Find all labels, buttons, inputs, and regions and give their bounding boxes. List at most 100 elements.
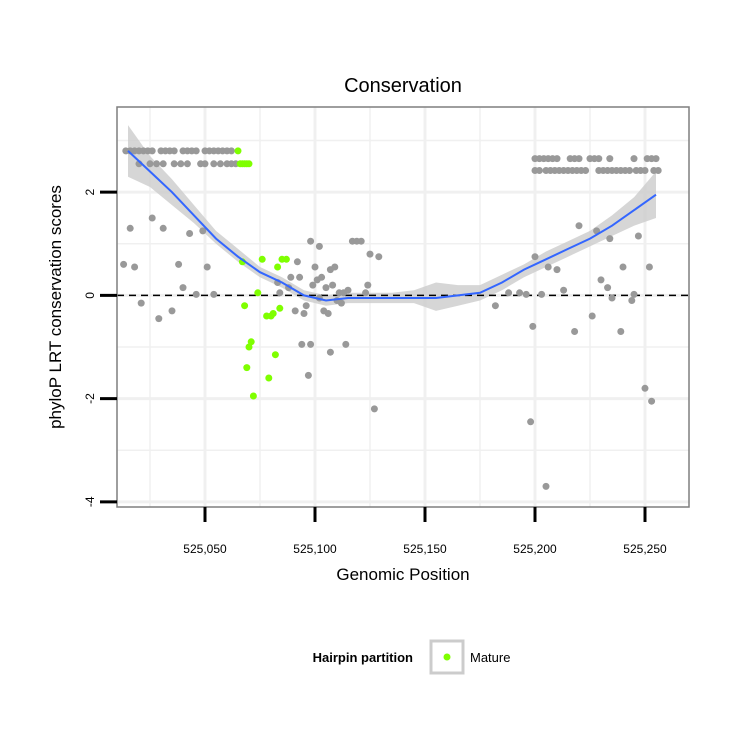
other-point (575, 222, 583, 230)
other-point (606, 155, 614, 163)
other-point (362, 289, 370, 297)
other-point (370, 405, 378, 413)
other-point (126, 224, 134, 232)
x-tick-label: 525,150 (403, 542, 447, 556)
other-point (318, 273, 326, 281)
other-point (342, 340, 350, 348)
other-point (529, 322, 537, 330)
other-point (654, 167, 662, 174)
x-tick-label: 525,200 (513, 542, 557, 556)
smooth-line-path (127, 150, 657, 302)
other-point (648, 397, 656, 405)
legend-label-mature: Mature (470, 650, 510, 665)
mature-point (249, 392, 257, 400)
other-point (617, 328, 625, 335)
other-point (619, 263, 627, 271)
other-point (307, 340, 315, 348)
other-point (300, 310, 308, 317)
x-axis-title: Genomic Position (336, 565, 469, 584)
other-point (560, 286, 568, 294)
other-point (293, 258, 301, 266)
mature-point (258, 255, 266, 263)
other-point (210, 160, 218, 168)
other-point (357, 237, 365, 245)
other-point (170, 147, 178, 155)
other-point (337, 299, 345, 307)
plot-panel (117, 107, 689, 507)
other-point (315, 242, 323, 250)
other-point (522, 290, 530, 298)
y-tick-label: 2 (83, 189, 97, 196)
other-point (544, 263, 552, 271)
other-point (183, 160, 191, 168)
other-point (155, 315, 163, 323)
other-point (298, 340, 306, 348)
legend-point-mature (443, 653, 451, 661)
other-point (527, 418, 535, 426)
other-point (542, 482, 550, 490)
confidence-band-area (128, 125, 656, 311)
other-point (148, 147, 156, 155)
other-point (146, 160, 154, 168)
mature-point (271, 351, 279, 359)
panel-border (116, 106, 690, 508)
other-point (309, 281, 317, 289)
other-point (597, 276, 605, 284)
other-point (375, 253, 383, 261)
other-point (192, 147, 200, 155)
other-point (192, 290, 200, 298)
mature-point (241, 302, 249, 310)
mature-point (245, 160, 253, 168)
other-point (538, 290, 546, 298)
other-point (641, 384, 649, 392)
other-point (311, 263, 319, 271)
other-point (199, 227, 207, 235)
other-point (120, 260, 128, 268)
other-point (186, 230, 194, 237)
y-tick-label: -4 (83, 496, 97, 507)
loess-smooth-line (127, 150, 657, 302)
x-tick-label: 525,050 (183, 542, 227, 556)
mature-point (274, 263, 282, 271)
other-point (505, 289, 513, 297)
other-point (366, 250, 374, 258)
x-tick-label: 525,100 (293, 542, 337, 556)
other-point (331, 263, 339, 271)
chart-title: Conservation (344, 75, 462, 97)
other-point (227, 147, 235, 155)
other-point (329, 281, 337, 289)
other-point (364, 281, 372, 289)
other-point (595, 155, 603, 163)
other-point (179, 284, 187, 292)
other-point (630, 290, 638, 298)
other-point (291, 307, 299, 315)
mature-point (276, 304, 284, 312)
other-point (287, 273, 295, 281)
other-point (159, 160, 167, 168)
legend-key-mature (429, 639, 465, 675)
mature-point (269, 310, 277, 317)
other-point (322, 284, 330, 292)
other-point (210, 290, 218, 298)
mature-point (254, 289, 262, 297)
other-point (634, 232, 642, 240)
other-point (588, 312, 596, 320)
other-point (168, 307, 176, 315)
other-point (575, 155, 583, 163)
x-tick-label: 525,250 (623, 542, 667, 556)
gridlines (117, 107, 689, 507)
other-point (324, 310, 332, 317)
mature-point (265, 374, 273, 382)
other-point (131, 263, 139, 271)
other-point (307, 237, 315, 245)
other-point (302, 302, 310, 310)
x-axis: 525,050 525,100 525,150 525,200 525,250 (183, 507, 667, 556)
other-point (159, 224, 167, 232)
other-point (531, 253, 539, 261)
other-point (626, 167, 634, 174)
other-point (344, 286, 352, 294)
y-tick-label: -2 (83, 393, 97, 404)
other-point (604, 284, 612, 292)
other-point (571, 328, 579, 335)
